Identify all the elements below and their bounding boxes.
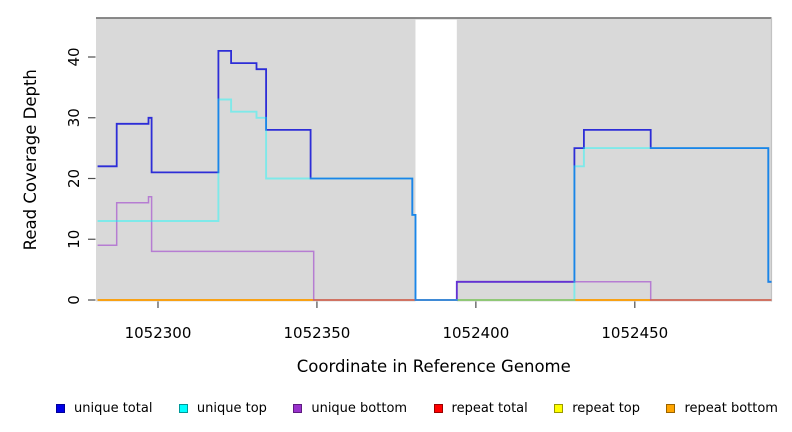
y-tick-label: 40 — [65, 47, 83, 66]
x-tick-label: 1052400 — [442, 324, 509, 342]
legend-item-repeat-bottom: repeat bottom — [666, 402, 778, 415]
y-tick-label: 30 — [65, 108, 83, 127]
legend-label: unique top — [196, 400, 267, 416]
legend-item-unique-total: unique total — [56, 402, 152, 415]
series-line-unique-top — [97, 98, 772, 301]
legend: unique total unique top unique bottom repea… — [0, 398, 792, 418]
y-tick-label: 20 — [65, 169, 83, 188]
y-tick-label: 0 — [65, 295, 83, 305]
series-line-unique-bottom — [97, 195, 772, 301]
legend-item-unique-top: unique top — [178, 400, 267, 416]
plot-canvas: 1052300 1052350 1052400 1052450 0 10 20 30 40 Coo… — [21, 17, 773, 376]
legend-swatch-icon — [293, 403, 303, 413]
x-axis-title: Coordinate in Reference Genome — [297, 357, 571, 376]
legend-label: repeat bottom — [684, 400, 778, 416]
legend-label: unique total — [74, 400, 153, 416]
legend-swatch-icon — [56, 403, 65, 413]
x-tick-label: 1052450 — [601, 324, 668, 342]
legend-label: unique bottom — [311, 400, 408, 416]
legend-swatch-icon — [666, 403, 676, 413]
legend-label: repeat total — [451, 400, 528, 416]
legend-swatch-icon — [433, 403, 443, 413]
legend-item-repeat-total: repeat total — [433, 400, 528, 416]
legend-swatch-icon — [554, 403, 564, 413]
y-tick-label: 10 — [65, 230, 83, 249]
legend-label: repeat top — [572, 400, 640, 416]
masked-gap-region — [415, 19, 457, 302]
x-tick-label: 1052300 — [125, 324, 192, 342]
legend-item-unique-bottom: unique bottom — [293, 402, 407, 415]
legend-item-repeat-top: repeat top — [554, 402, 640, 415]
x-tick-label: 1052350 — [284, 324, 351, 342]
legend-swatch-icon — [178, 403, 188, 413]
y-axis-title: Read Coverage Depth — [21, 69, 40, 250]
series-line-unique-total — [97, 50, 772, 301]
